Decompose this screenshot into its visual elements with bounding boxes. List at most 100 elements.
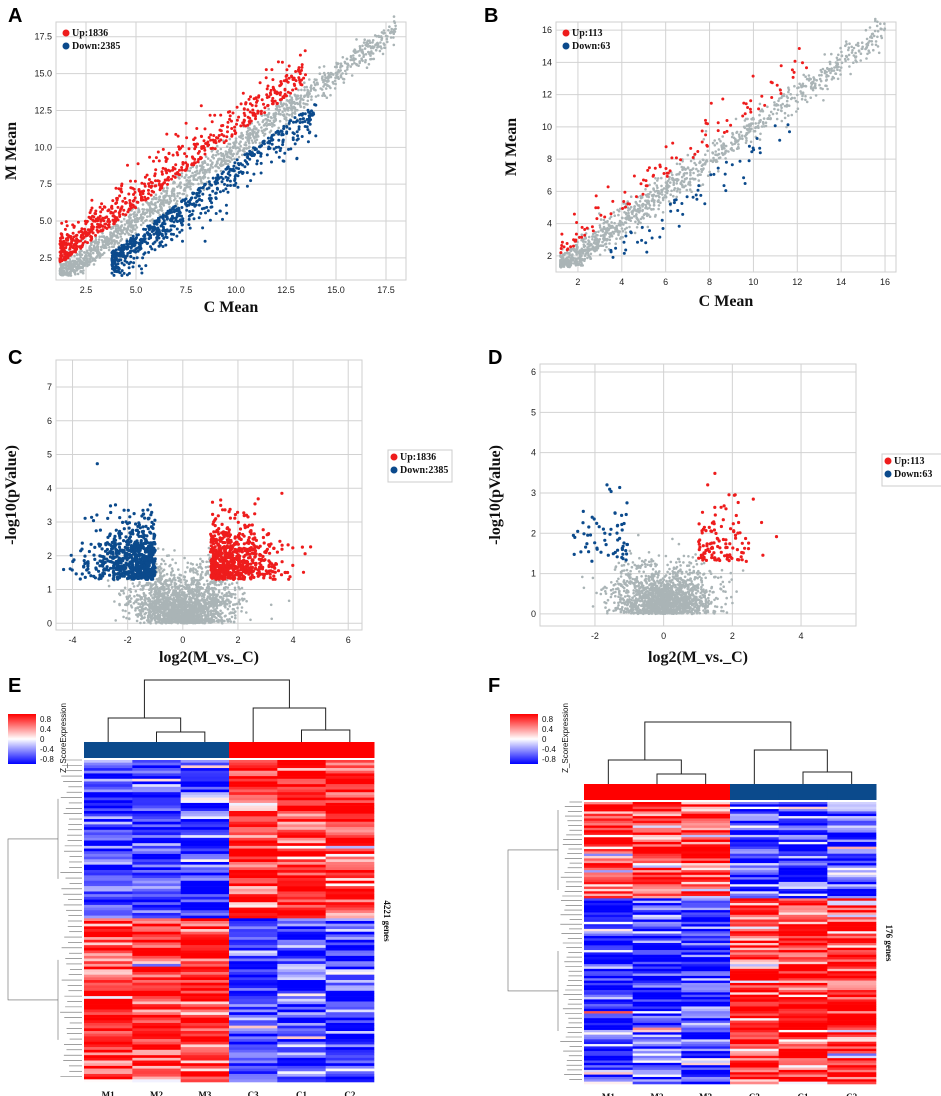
point-ns xyxy=(702,138,706,141)
point-ns xyxy=(58,271,62,275)
point-ns xyxy=(257,129,260,132)
point-down xyxy=(169,224,173,228)
point-up xyxy=(77,239,81,243)
point-ns xyxy=(334,82,338,86)
point-down xyxy=(287,147,290,151)
point-ns xyxy=(735,147,739,150)
point-ns xyxy=(278,119,282,123)
point-ns xyxy=(282,114,286,118)
point-down xyxy=(695,197,699,201)
point-ns xyxy=(609,226,613,229)
point-up xyxy=(583,233,587,237)
point-up xyxy=(303,49,307,53)
point-ns xyxy=(243,143,246,146)
point-down xyxy=(148,224,152,228)
point-up xyxy=(304,73,307,77)
point-down xyxy=(112,268,116,272)
point-ns xyxy=(659,201,662,204)
point-ns xyxy=(186,561,190,565)
point-ns xyxy=(204,168,207,172)
point-down xyxy=(180,223,184,227)
point-ns xyxy=(657,204,661,207)
point-ns xyxy=(128,216,132,219)
point-down xyxy=(188,226,192,230)
point-up xyxy=(742,101,746,105)
point-up xyxy=(565,248,569,252)
point-ns xyxy=(653,181,657,185)
point-ns xyxy=(355,38,358,41)
point-up xyxy=(185,136,189,140)
point-ns xyxy=(870,40,874,43)
point-ns xyxy=(720,151,724,155)
point-up xyxy=(217,139,221,143)
point-up xyxy=(88,216,92,220)
point-ns xyxy=(383,46,387,50)
point-down xyxy=(124,246,128,250)
point-up xyxy=(120,184,124,188)
point-ns xyxy=(368,41,372,44)
point-ns xyxy=(113,600,116,603)
point-ns xyxy=(201,182,204,185)
point-down xyxy=(110,271,114,275)
point-ns xyxy=(693,161,696,165)
point-ns xyxy=(749,140,753,144)
point-ns xyxy=(166,579,169,582)
point-down xyxy=(123,255,127,259)
point-up xyxy=(302,76,306,80)
point-ns xyxy=(79,255,82,259)
point-up xyxy=(159,186,162,190)
point-ns xyxy=(370,51,374,55)
point-ns xyxy=(306,99,310,103)
y-tick-label: 16 xyxy=(542,25,552,35)
point-ns xyxy=(623,211,626,214)
point-down xyxy=(277,155,281,159)
point-ns xyxy=(682,180,686,184)
point-ns xyxy=(839,73,842,76)
point-ns xyxy=(646,225,650,229)
point-up xyxy=(233,129,237,133)
point-ns xyxy=(188,176,191,179)
point-up xyxy=(623,190,627,194)
point-up xyxy=(107,217,110,221)
point-up xyxy=(225,135,229,139)
point-up xyxy=(671,141,675,145)
point-ns xyxy=(598,226,602,229)
point-ns xyxy=(233,596,237,600)
panel-label-d: D xyxy=(488,347,502,369)
point-ns xyxy=(119,229,123,232)
point-ns xyxy=(230,158,234,161)
point-ns xyxy=(849,72,852,76)
point-ns xyxy=(253,137,256,140)
point-ns xyxy=(681,167,685,171)
point-ns xyxy=(723,147,726,150)
point-ns xyxy=(150,202,154,206)
point-up xyxy=(792,70,796,74)
point-up xyxy=(226,125,229,129)
point-ns xyxy=(758,120,762,123)
point-ns xyxy=(675,173,678,176)
point-ns xyxy=(793,84,796,88)
point-ns xyxy=(178,589,182,592)
point-ns xyxy=(123,232,127,236)
point-up xyxy=(90,206,94,210)
point-ns xyxy=(179,186,182,190)
point-ns xyxy=(119,235,123,238)
point-ns xyxy=(80,260,84,263)
point-up xyxy=(160,170,164,174)
point-ns xyxy=(118,226,122,230)
point-ns xyxy=(583,244,587,248)
point-ns xyxy=(660,184,663,188)
point-down xyxy=(188,200,191,204)
point-ns xyxy=(597,230,600,234)
point-ns xyxy=(269,116,273,119)
point-up xyxy=(271,85,275,89)
legend-marker xyxy=(62,29,70,37)
point-ns xyxy=(771,112,775,116)
point-ns xyxy=(240,131,243,135)
point-up xyxy=(94,233,97,237)
point-up xyxy=(294,87,298,91)
point-up xyxy=(283,92,287,96)
point-ns xyxy=(686,153,690,157)
point-ns xyxy=(688,180,692,183)
point-ns xyxy=(666,184,670,187)
